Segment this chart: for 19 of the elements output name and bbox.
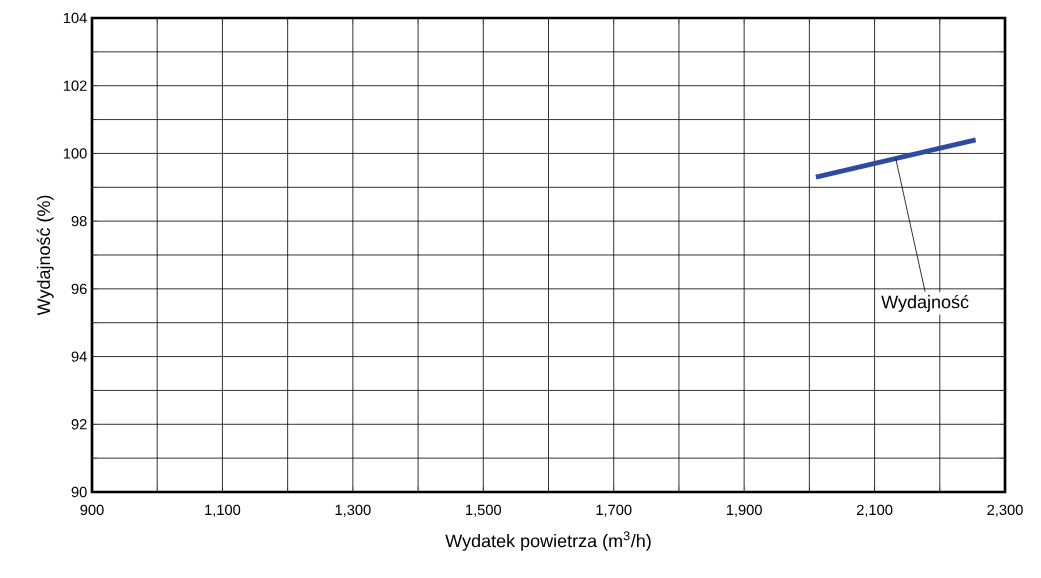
- y-tick-label: 92: [71, 419, 87, 430]
- x-axis-title: Wydatek powietrza (m$^{3}$/h): [445, 531, 651, 551]
- x-tick-label: 2,100: [856, 504, 893, 517]
- y-tick-label: 90: [71, 486, 87, 498]
- x-tick-label: 1,100: [205, 504, 241, 517]
- x-tick-label: 900: [80, 504, 104, 516]
- y-axis-title: Wydajność (%): [36, 195, 54, 316]
- y-tick-label: 96: [71, 283, 87, 295]
- y-tick-label: 98: [71, 215, 87, 227]
- x-tick-label: 2,300: [987, 504, 1023, 517]
- text: Wydajność: [881, 294, 969, 312]
- y-tick-label: 94: [71, 351, 87, 362]
- y-tick-label: 104: [63, 12, 87, 24]
- x-tick-label: 1,900: [726, 504, 762, 517]
- y-tick-label: 100: [63, 148, 87, 159]
- x-tick-label: 1,500: [466, 504, 502, 517]
- y-tick-label: 102: [63, 80, 87, 91]
- x-tick-label: 1,700: [596, 504, 632, 517]
- x-tick-label: 1,300: [335, 504, 371, 517]
